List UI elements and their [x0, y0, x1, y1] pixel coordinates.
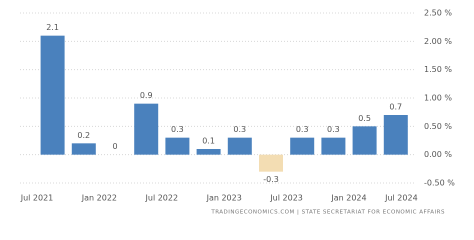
value-label: -0.3 — [263, 175, 279, 184]
x-tick-label: Jul 2023 — [269, 194, 303, 203]
bar — [165, 137, 190, 155]
bar — [321, 137, 346, 155]
value-label: 0.7 — [389, 103, 402, 112]
value-label: 0.3 — [171, 125, 184, 134]
value-label: 0.3 — [233, 125, 246, 134]
bar — [227, 137, 252, 155]
y-tick-label: 1.00 % — [424, 94, 452, 103]
value-label: 0.3 — [327, 125, 340, 134]
x-tick-label: Jan 2023 — [206, 194, 242, 203]
bar — [196, 149, 221, 155]
y-tick-label: 2.50 % — [424, 9, 452, 18]
bar — [383, 115, 408, 155]
bar — [40, 35, 65, 155]
y-tick-label: 1.50 % — [424, 65, 452, 74]
value-label: 0.3 — [296, 125, 309, 134]
value-label: 0.2 — [77, 131, 90, 140]
value-label: 0 — [112, 142, 117, 151]
y-tick-label: 0.00 % — [424, 150, 452, 159]
y-tick-label: 2.00 % — [424, 37, 452, 46]
bar — [134, 103, 159, 155]
bar — [259, 154, 283, 172]
value-label: 0.1 — [202, 137, 215, 146]
source: TRADINGECONOMICS.COM | STATE SECRETARIAT… — [210, 210, 445, 216]
page: {"chart_data": {"type": "bar", "categori… — [19, 8, 456, 216]
x-tick-label: Jan 2022 — [81, 194, 117, 203]
y-tick-label: -0.50 % — [424, 179, 455, 188]
chart: TRADINGECONOMICS.COM | STATE SECRETARIAT… — [20, 9, 456, 216]
x-tick-label: Jan 2024 — [330, 194, 366, 203]
value-label: 0.9 — [140, 91, 153, 100]
y-tick-label: 0.50 % — [424, 122, 452, 131]
x-tick-label: Jul 2024 — [384, 194, 418, 203]
value-label: 0.5 — [358, 114, 371, 123]
value-label: 2.1 — [46, 23, 59, 32]
x-tick-label: Jul 2022 — [145, 194, 179, 203]
x-tick-label: Jul 2021 — [20, 194, 54, 203]
bar — [352, 126, 377, 155]
bar — [71, 143, 96, 155]
bar — [290, 137, 315, 155]
